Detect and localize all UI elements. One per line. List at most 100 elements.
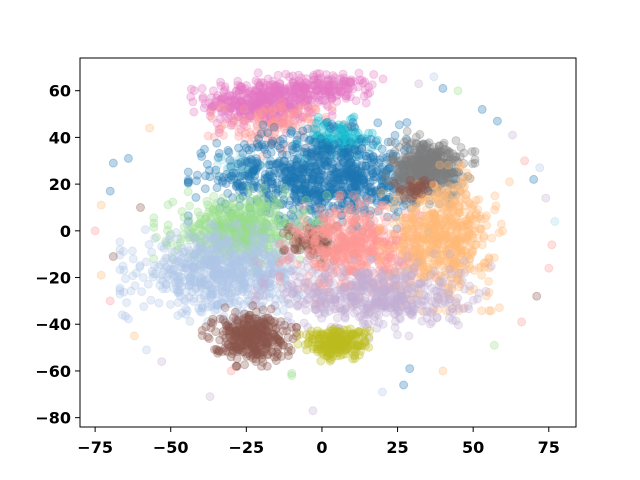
data-point [222, 169, 232, 179]
data-point [239, 109, 249, 119]
data-point [375, 225, 385, 235]
data-point [217, 107, 227, 117]
data-point [295, 97, 305, 106]
data-point [217, 99, 227, 109]
data-point [234, 87, 244, 97]
data-point [254, 103, 264, 113]
data-point [234, 132, 244, 141]
data-point [225, 274, 235, 284]
data-point [198, 94, 208, 104]
data-point [261, 105, 271, 115]
data-point [307, 185, 317, 195]
data-point [258, 183, 268, 193]
data-point [196, 294, 206, 303]
data-point [149, 222, 159, 232]
data-point [226, 239, 236, 249]
data-point [223, 113, 233, 123]
data-point [294, 95, 304, 105]
data-point [262, 102, 272, 111]
data-point [286, 96, 295, 106]
data-point [264, 92, 274, 102]
data-point [336, 190, 346, 200]
data-point [266, 156, 276, 166]
data-point [290, 235, 299, 245]
data-point [441, 170, 451, 180]
data-point [212, 138, 222, 148]
data-point [232, 99, 242, 109]
data-point [258, 266, 268, 276]
data-point [301, 96, 310, 106]
data-point [425, 154, 435, 164]
data-point [253, 110, 263, 120]
data-point [358, 226, 368, 236]
data-point [259, 87, 269, 97]
data-point [404, 331, 414, 341]
data-point [235, 228, 244, 238]
data-point [270, 168, 280, 178]
data-point [269, 122, 279, 132]
data-point [290, 101, 300, 111]
data-point [270, 99, 280, 109]
data-point [353, 82, 363, 92]
data-point [259, 232, 269, 242]
data-point [238, 89, 248, 99]
data-point [261, 95, 270, 105]
data-point [393, 156, 403, 166]
data-point [247, 111, 256, 121]
data-point [265, 87, 275, 97]
data-point [453, 246, 463, 256]
data-point [164, 234, 174, 244]
data-point [279, 106, 289, 116]
data-point [336, 88, 346, 97]
data-point [168, 197, 178, 207]
data-point [226, 95, 236, 105]
data-point [178, 247, 188, 257]
data-point [257, 89, 267, 99]
data-point [425, 259, 434, 269]
data-point [432, 190, 442, 200]
data-point [381, 217, 391, 227]
data-point [402, 118, 412, 127]
data-point [363, 195, 373, 205]
data-point [486, 306, 496, 316]
data-point [279, 94, 289, 104]
data-point [197, 152, 207, 161]
data-point [225, 91, 235, 101]
data-point [275, 83, 285, 93]
data-point [122, 298, 132, 308]
data-point [239, 120, 249, 130]
data-point [254, 97, 264, 107]
data-point [398, 215, 408, 225]
data-point [265, 85, 275, 95]
data-point [367, 80, 377, 90]
data-point [429, 249, 439, 259]
data-point [115, 245, 125, 255]
data-point [351, 240, 361, 249]
data-point [235, 101, 245, 111]
data-point [238, 102, 248, 112]
data-point [162, 262, 172, 272]
data-point [230, 96, 240, 106]
data-point [190, 255, 200, 265]
data-point [301, 83, 311, 93]
data-point [477, 240, 487, 250]
data-point [261, 105, 271, 115]
data-point [249, 102, 259, 112]
data-point [215, 114, 225, 124]
data-point [274, 120, 284, 129]
data-point [331, 150, 341, 160]
data-point [258, 100, 268, 110]
data-point [295, 93, 305, 103]
data-point [222, 92, 232, 102]
data-point [250, 286, 260, 296]
data-point [279, 103, 288, 113]
data-point [314, 153, 323, 163]
data-point [319, 213, 329, 223]
data-point [248, 85, 258, 95]
data-point [298, 201, 308, 211]
data-point [255, 90, 265, 100]
data-point [467, 147, 477, 157]
data-point [265, 112, 275, 121]
data-point [196, 231, 206, 240]
data-point [316, 222, 326, 232]
